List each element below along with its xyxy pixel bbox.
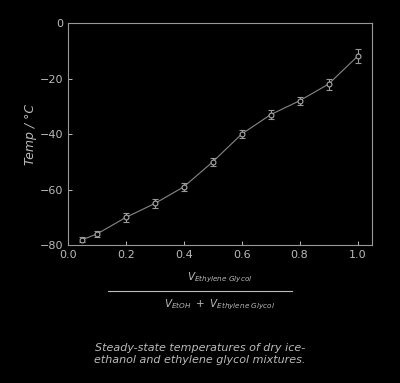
Text: $V_{\mathit{EtOH}}\ +\ V_{\mathit{Ethylene\ Glycol}}$: $V_{\mathit{EtOH}}\ +\ V_{\mathit{Ethyle…	[164, 297, 276, 312]
Y-axis label: Temp / °C: Temp / °C	[24, 103, 37, 165]
Text: $V_{\mathit{Ethylene\ Glycol}}$: $V_{\mathit{Ethylene\ Glycol}}$	[187, 270, 253, 285]
Text: Steady-state temperatures of dry ice-
ethanol and ethylene glycol mixtures.: Steady-state temperatures of dry ice- et…	[94, 344, 306, 365]
